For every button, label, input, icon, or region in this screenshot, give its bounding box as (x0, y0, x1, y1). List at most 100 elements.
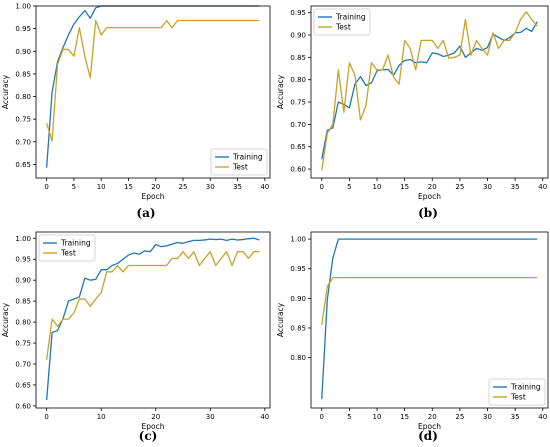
y-tick-label: 0.85 (290, 325, 306, 333)
x-tick-label: 40 (538, 413, 547, 421)
legend-label-test: Test (510, 393, 526, 402)
y-tick-label: 0.80 (290, 76, 306, 84)
x-tick-label: 25 (455, 413, 464, 421)
y-axis-label: Accuracy (1, 74, 10, 109)
x-tick-label: 10 (97, 413, 106, 421)
panel-caption: (b) (418, 206, 438, 220)
y-tick-label: 0.85 (15, 298, 31, 306)
x-tick-label: 10 (373, 413, 382, 421)
series-line-training (45, 237, 260, 401)
y-tick-label: 0.90 (15, 48, 31, 56)
y-tick-label: 0.80 (15, 319, 31, 327)
x-tick-label: 35 (511, 183, 520, 191)
y-tick-label: 1.00 (15, 235, 31, 243)
x-tick-label: 0 (44, 413, 48, 421)
legend-box (313, 8, 371, 36)
plot-frame (35, 5, 271, 179)
x-tick-label: 30 (206, 413, 215, 421)
y-tick-label: 0.65 (290, 143, 306, 151)
x-tick-label: 40 (538, 183, 547, 191)
y-tick-label: 0.95 (15, 256, 31, 264)
x-tick-label: 20 (428, 413, 437, 421)
chart-panel-4: 0 5 10 15 20 25 30 35 40 0.80 0.85 0.90 0.95 1.00 Epoc… (276, 231, 549, 443)
y-tick-label: 0.75 (15, 116, 31, 124)
y-tick-label: 0.60 (290, 166, 306, 174)
x-tick-label: 35 (233, 183, 242, 191)
y-tick-label: 0.95 (290, 9, 306, 17)
series-line-test (321, 276, 538, 326)
series-line-training (321, 21, 538, 160)
y-axis-label: Accuracy (1, 302, 10, 337)
y-tick-label: 0.65 (15, 161, 31, 169)
y-tick-label: 0.60 (15, 402, 31, 410)
series-line-test (321, 11, 538, 171)
y-tick-label: 0.85 (290, 54, 306, 62)
legend-box (210, 148, 268, 176)
chart-panel-2: 0 5 10 15 20 25 30 35 40 0.60 0.65 0.70 0.75 0.80 0.85… (276, 5, 549, 220)
y-tick-label: 1.00 (15, 3, 31, 11)
plot-frame (310, 231, 549, 409)
x-tick-label: 5 (347, 413, 351, 421)
x-tick-label: 20 (151, 183, 160, 191)
x-axis-label: Epoch (142, 192, 165, 201)
legend-label-test: Test (232, 163, 248, 172)
x-axis-label: Epoch (418, 422, 441, 431)
chart-panel-1: 0 5 10 15 20 25 30 35 40 0.65 0.70 0.75 0.80 0.85 0.90… (1, 3, 271, 220)
x-axis-label: Epoch (142, 422, 165, 431)
x-tick-label: 15 (124, 183, 133, 191)
series-line-training (321, 238, 538, 400)
x-tick-label: 30 (483, 413, 492, 421)
y-tick-label: 0.90 (290, 32, 306, 40)
y-tick-label: 0.95 (15, 25, 31, 33)
series-line-test (45, 251, 260, 360)
y-axis-label: Accuracy (276, 74, 285, 109)
x-tick-label: 40 (260, 183, 269, 191)
plot-frame (35, 231, 271, 409)
y-tick-label: 0.80 (290, 354, 306, 362)
y-tick-label: 0.75 (15, 340, 31, 348)
x-axis-label: Epoch (418, 192, 441, 201)
series-line-test (46, 19, 260, 142)
panel-caption: (c) (139, 429, 158, 443)
x-tick-label: 35 (511, 413, 520, 421)
legend-label-training: Training (60, 239, 91, 248)
legend-box (488, 378, 546, 406)
y-tick-label: 0.85 (15, 70, 31, 78)
legend-label-test: Test (60, 249, 76, 258)
x-tick-label: 40 (260, 413, 269, 421)
y-tick-label: 0.90 (15, 277, 31, 285)
x-tick-label: 10 (97, 183, 106, 191)
x-tick-label: 30 (483, 183, 492, 191)
x-tick-label: 15 (400, 413, 409, 421)
x-tick-label: 20 (151, 413, 160, 421)
x-tick-label: 25 (455, 183, 464, 191)
x-tick-label: 15 (400, 183, 409, 191)
y-tick-label: 0.70 (15, 361, 31, 369)
y-tick-label: 0.90 (290, 295, 306, 303)
y-tick-label: 0.80 (15, 93, 31, 101)
x-tick-label: 5 (72, 183, 76, 191)
y-tick-label: 0.70 (290, 121, 306, 129)
y-tick-label: 1.00 (290, 236, 306, 244)
legend-label-test: Test (335, 23, 351, 32)
x-tick-label: 10 (373, 183, 382, 191)
y-tick-label: 0.75 (290, 99, 306, 107)
legend-box (38, 234, 96, 262)
panel-caption: (a) (136, 206, 155, 220)
chart-panel-3: 0 10 20 30 40 0.60 0.65 0.70 0.75 0.80 0.85 0.90 0.9… (1, 231, 271, 443)
x-tick-label: 0 (320, 413, 324, 421)
legend-label-training: Training (335, 13, 366, 22)
x-tick-label: 5 (347, 183, 351, 191)
y-tick-label: 0.70 (15, 138, 31, 146)
plot-frame (310, 5, 549, 179)
x-tick-label: 25 (179, 183, 188, 191)
x-tick-label: 0 (44, 183, 48, 191)
y-axis-label: Accuracy (276, 302, 285, 337)
legend-label-training: Training (510, 383, 541, 392)
y-tick-label: 0.95 (290, 265, 306, 273)
x-tick-label: 0 (320, 183, 324, 191)
